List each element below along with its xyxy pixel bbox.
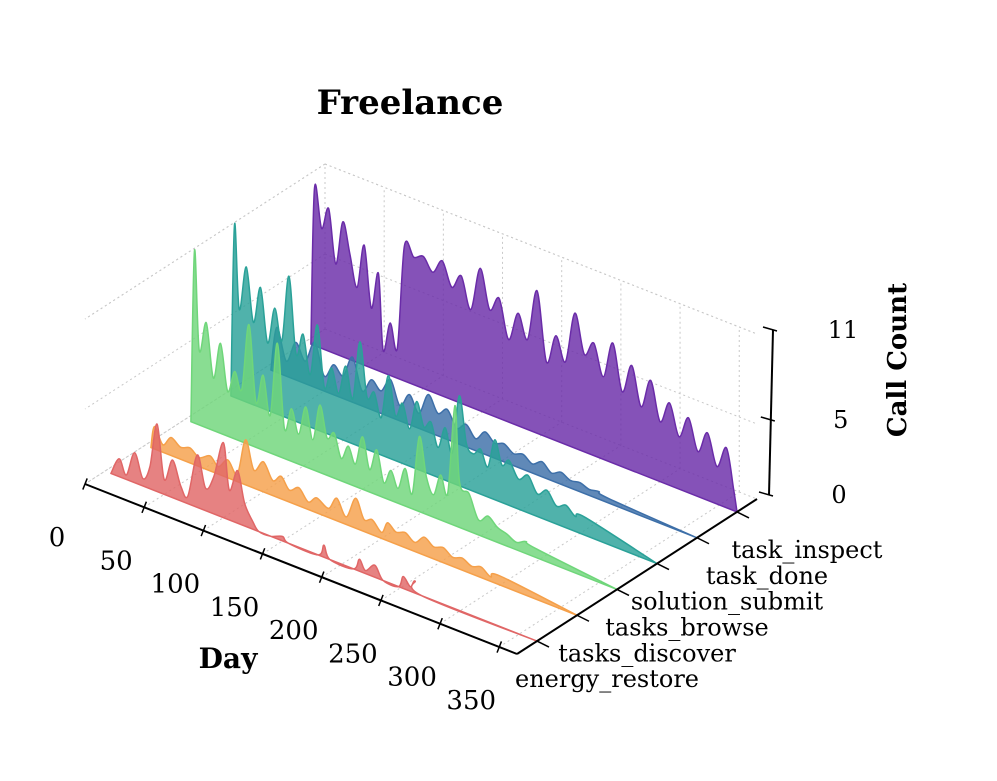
series-area-tasks-discover <box>150 425 578 617</box>
series-axis-line <box>516 498 758 655</box>
series-tick-mark <box>696 537 710 545</box>
series-area-solution-submit <box>230 222 658 565</box>
series-label-energy-restore: energy_restore <box>515 665 699 693</box>
x-tick-label: 300 <box>387 663 437 693</box>
series-area-energy-restore <box>110 423 538 642</box>
z-axis-label: Call Count <box>883 283 913 437</box>
grid-line <box>324 163 758 335</box>
z-tick-mark <box>762 326 778 332</box>
series-label-task-done: task_done <box>706 562 828 590</box>
x-tick-label: 250 <box>328 639 378 669</box>
series-area-tasks-browse <box>190 249 618 591</box>
series-tick-mark <box>736 511 750 519</box>
x-tick-mark <box>437 617 443 630</box>
z-axis-line <box>768 329 774 496</box>
x-tick-label: 350 <box>446 686 496 716</box>
x-axis-label: Day <box>199 642 258 675</box>
x-tick-mark <box>318 571 325 584</box>
x-tick-mark <box>141 501 148 514</box>
chart-title: Freelance <box>317 83 504 123</box>
x-tick-label: 0 <box>49 523 66 553</box>
series-label-task-inspect: task_inspect <box>732 536 883 564</box>
z-tick-label: 5 <box>833 406 848 434</box>
x-tick-mark <box>200 524 207 537</box>
series-tick-mark <box>576 614 590 622</box>
x-tick-mark <box>377 594 384 607</box>
axes: 050100150200250300350energy_restoretasks… <box>49 316 883 716</box>
z-tick-mark <box>758 491 774 497</box>
x-tick-label: 150 <box>210 593 260 623</box>
x-tick-mark <box>82 478 88 490</box>
z-tick-mark <box>760 416 776 422</box>
x-tick-mark <box>496 641 503 653</box>
x-tick-label: 100 <box>151 570 201 600</box>
series-area-task-done <box>270 326 698 539</box>
series-tick-mark <box>536 640 550 648</box>
x-tick-label: 200 <box>269 616 319 646</box>
series-areas <box>110 183 738 642</box>
series-tick-mark <box>656 562 670 571</box>
x-tick-mark <box>259 548 266 560</box>
series-area-task-inspect <box>310 183 738 513</box>
grid-line <box>324 163 758 335</box>
grid-line <box>324 253 758 425</box>
series-label-tasks-browse: tasks_browse <box>605 613 768 641</box>
x-axis-line <box>84 483 518 655</box>
z-tick-label: 11 <box>828 316 859 344</box>
series-tick-mark <box>616 588 630 597</box>
series-label-tasks-discover: tasks_discover <box>558 639 736 667</box>
series-label-solution-submit: solution_submit <box>631 588 824 616</box>
x-tick-label: 50 <box>100 546 133 576</box>
z-tick-label: 0 <box>831 481 846 509</box>
